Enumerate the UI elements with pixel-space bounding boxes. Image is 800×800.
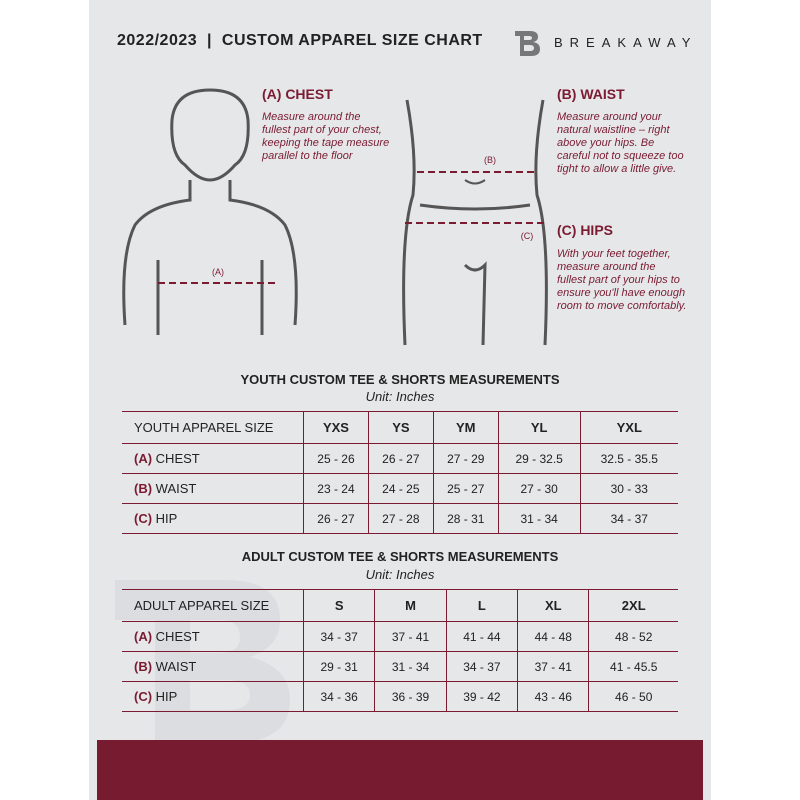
table-cell: 26 - 27: [303, 503, 369, 534]
adult-unit: Unit: Inches: [365, 567, 435, 582]
size-column-header: XL: [517, 589, 590, 622]
table-cell: 41 - 44: [446, 621, 519, 652]
hips-heading: (C) HIPS: [557, 222, 613, 238]
table-cell: 26 - 27: [368, 443, 434, 474]
brand-name: BREAKAWAY: [554, 34, 698, 50]
youth-section-title: YOUTH CUSTOM TEE & SHORTS MEASUREMENTS: [240, 372, 560, 387]
size-column-header: YL: [498, 411, 581, 444]
table-header-row: YOUTH APPAREL SIZE YXS YS YM YL YXL: [122, 411, 678, 444]
table-cell: 24 - 25: [368, 473, 434, 504]
table-row: (A) CHEST 25 - 26 26 - 27 27 - 29 29 - 32.5 3…: [122, 443, 678, 474]
table-cell: 37 - 41: [374, 621, 447, 652]
size-column-header: YS: [368, 411, 434, 444]
measure-label: (C) HIP: [122, 503, 304, 534]
measure-marker: (A): [134, 629, 153, 644]
table-cell: 27 - 28: [368, 503, 434, 534]
table-cell: 34 - 36: [303, 681, 376, 712]
table-cell: 27 - 30: [498, 473, 581, 504]
table-cell: 44 - 48: [517, 621, 590, 652]
upper-body-figure: (A): [122, 88, 298, 335]
chest-description: Measure around the fullest part of your …: [262, 111, 390, 162]
table-cell: 31 - 34: [498, 503, 581, 534]
table-cell: 32.5 - 35.5: [600, 451, 658, 466]
size-column-header: 2XL: [621, 598, 646, 613]
chest-marker: (A): [212, 267, 224, 277]
hips-marker: (C): [521, 231, 534, 241]
measure-label: (A) CHEST: [122, 443, 304, 474]
size-column-header: M: [374, 589, 447, 622]
waist-heading: (B) WAIST: [557, 86, 625, 102]
size-column-header: YXS: [303, 411, 369, 444]
adult-section-title: ADULT CUSTOM TEE & SHORTS MEASUREMENTS: [241, 549, 559, 564]
chest-heading: (A) CHEST: [262, 86, 333, 102]
measure-marker: (B): [134, 659, 153, 674]
table-cell: 29 - 31: [303, 651, 376, 682]
table-cell: 43 - 46: [517, 681, 590, 712]
measure-marker: (A): [134, 451, 153, 466]
brand-logo: BREAKAWAY: [512, 26, 697, 58]
table-cell: 31 - 34: [374, 651, 447, 682]
table-cell: 23 - 24: [303, 473, 369, 504]
table-cell: 41 - 45.5: [610, 659, 658, 674]
waist-description: Measure around your natural waistline – …: [557, 111, 684, 175]
table-cell: 37 - 41: [517, 651, 590, 682]
table-cell: 34 - 37: [446, 651, 519, 682]
measure-name: WAIST: [155, 659, 197, 674]
table-row: (A) CHEST 34 - 37 37 - 41 41 - 44 44 - 48 48 …: [122, 621, 678, 652]
page-title: 2022/2023 | CUSTOM APPAREL SIZE CHART: [117, 32, 483, 49]
measure-label: (C) HIP: [122, 681, 304, 712]
size-header: YOUTH APPAREL SIZE: [122, 411, 304, 444]
youth-size-table: YOUTH APPAREL SIZE YXS YS YM YL YXL (A) CHEST 2…: [122, 411, 678, 534]
measure-name: CHEST: [155, 451, 200, 466]
youth-unit: Unit: Inches: [365, 389, 435, 404]
table-cell: 48 - 52: [615, 629, 653, 644]
measure-label: (A) CHEST: [122, 621, 304, 652]
brand-b-icon: [515, 31, 540, 56]
table-cell: 27 - 29: [433, 443, 499, 474]
size-header: ADULT APPAREL SIZE: [122, 589, 304, 622]
size-column-header: YM: [433, 411, 499, 444]
table-cell: 36 - 39: [374, 681, 447, 712]
table-cell: 25 - 27: [433, 473, 499, 504]
measure-marker: (C): [134, 689, 153, 704]
table-row: (C) HIP 26 - 27 27 - 28 28 - 31 31 - 34 34 - …: [122, 503, 678, 534]
measure-name: WAIST: [155, 481, 197, 496]
measure-marker: (C): [134, 511, 153, 526]
table-cell: 28 - 31: [433, 503, 499, 534]
measure-label: (B) WAIST: [122, 473, 304, 504]
measure-label: (B) WAIST: [122, 651, 304, 682]
footer-bar: [97, 740, 703, 800]
table-cell: 46 - 50: [615, 689, 653, 704]
size-column-header: YXL: [616, 420, 642, 435]
size-column-header: L: [446, 589, 519, 622]
lower-body-figure: (B) (C): [402, 99, 548, 346]
measure-name: CHEST: [155, 629, 200, 644]
table-row: (B) WAIST 29 - 31 31 - 34 34 - 37 37 - 41 41 …: [122, 651, 678, 682]
hips-description: With your feet together, measure around …: [557, 248, 687, 312]
measure-marker: (B): [134, 481, 153, 496]
size-column-header: S: [303, 589, 376, 622]
adult-size-table: ADULT APPAREL SIZE S M L XL 2XL (A) CHEST 34 - …: [122, 589, 678, 712]
table-cell: 34 - 37: [610, 511, 648, 526]
table-row: (C) HIP 34 - 36 36 - 39 39 - 42 43 - 46 46 - …: [122, 681, 678, 712]
waist-marker: (B): [484, 155, 496, 165]
table-cell: 34 - 37: [303, 621, 376, 652]
table-cell: 25 - 26: [303, 443, 369, 474]
table-cell: 39 - 42: [446, 681, 519, 712]
table-row: (B) WAIST 23 - 24 24 - 25 25 - 27 27 - 30 30 …: [122, 473, 678, 504]
measure-name: HIP: [155, 511, 178, 526]
table-cell: 29 - 32.5: [498, 443, 581, 474]
table-cell: 30 - 33: [610, 481, 648, 496]
table-header-row: ADULT APPAREL SIZE S M L XL 2XL: [122, 589, 678, 622]
measure-name: HIP: [155, 689, 178, 704]
